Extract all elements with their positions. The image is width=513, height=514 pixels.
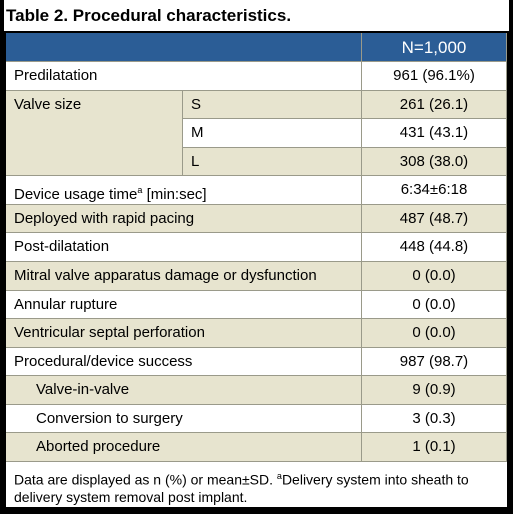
row-label: Valve size <box>6 90 183 177</box>
row-label: Ventricular septal perforation <box>6 319 362 348</box>
row-value: 961 (96.1%) <box>362 62 507 91</box>
label-sup: a <box>137 185 143 196</box>
row-value: 1 (0.1) <box>362 433 507 462</box>
column-header: N=1,000 <box>362 33 507 62</box>
footnote-sup: a <box>276 471 282 481</box>
row-value: 0 (0.0) <box>362 261 507 291</box>
row-label: Mitral valve apparatus damage or dysfunc… <box>6 261 362 291</box>
row-value: 448 (44.8) <box>362 233 507 262</box>
row-label: Annular rupture <box>6 290 362 320</box>
table-title: Table 2. Procedural characteristics. <box>4 0 509 31</box>
row-value: 308 (38.0) <box>362 147 507 177</box>
row-label: Deployed with rapid pacing <box>6 204 362 234</box>
table: N=1,000 Predilatation 961 (96.1%) Valve siz… <box>6 33 507 507</box>
row-label: Conversion to surgery <box>6 404 362 434</box>
footnote: Data are displayed as n (%) or mean±SD. … <box>6 463 507 507</box>
row-value: 9 (0.9) <box>362 376 507 405</box>
label-suffix: [min:sec] <box>142 186 207 204</box>
row-label: Aborted procedure <box>6 433 362 462</box>
row-value: 261 (26.1) <box>362 90 507 120</box>
header-cell <box>6 33 362 62</box>
label-text: Device usage time <box>14 186 138 204</box>
row-value: 987 (98.7) <box>362 347 507 377</box>
sub-label: M <box>183 119 362 148</box>
row-label: Predilatation <box>6 62 362 91</box>
row-value: 6:34±6:18 <box>362 176 507 205</box>
row-label: Device usage timea [min:sec] <box>6 176 362 205</box>
sub-label: L <box>183 147 362 177</box>
row-label: Procedural/device success <box>6 347 362 377</box>
row-label: Valve-in-valve <box>6 376 362 405</box>
sub-label: S <box>183 90 362 120</box>
footnote-text: Delivery system into sheath to delivery … <box>14 471 469 505</box>
footnote-text: Data are displayed as n (%) or mean±SD. <box>14 471 277 488</box>
row-value: 0 (0.0) <box>362 319 507 348</box>
row-label: Post-dilatation <box>6 233 362 262</box>
row-value: 3 (0.3) <box>362 404 507 434</box>
row-value: 487 (48.7) <box>362 204 507 234</box>
row-value: 0 (0.0) <box>362 290 507 320</box>
row-value: 431 (43.1) <box>362 119 507 148</box>
